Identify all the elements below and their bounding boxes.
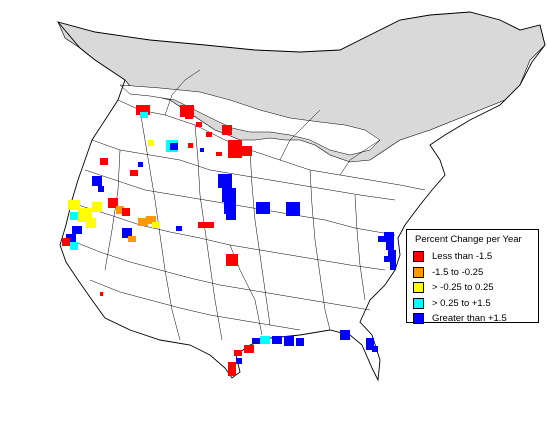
boundary-line: [354, 194, 366, 301]
trend-cell: [72, 226, 82, 234]
legend-item-greater-than-1-5: Greater than +1.5: [413, 311, 532, 327]
trend-cell: [256, 202, 270, 214]
trend-cell: [204, 222, 214, 228]
trend-cell: [122, 208, 130, 216]
trend-cells: [62, 105, 396, 376]
trend-cell: [366, 338, 374, 350]
trend-cell: [226, 212, 236, 220]
legend-label: Less than -1.5: [432, 251, 493, 263]
trend-cell: [70, 242, 78, 250]
trend-cell: [384, 256, 390, 262]
trend-cell: [200, 148, 204, 152]
trend-cell: [128, 236, 136, 242]
trend-cell: [138, 162, 143, 167]
legend-label: > 0.25 to +1.5: [432, 297, 491, 309]
legend-label: -1.5 to -0.25: [432, 266, 484, 278]
trend-cell: [222, 188, 236, 202]
trend-cell: [388, 250, 396, 260]
boundary-line: [279, 109, 321, 161]
trend-cell: [86, 218, 96, 228]
trend-cell: [66, 234, 76, 246]
trend-cell: [198, 222, 206, 228]
legend-item-0-25-to-1-5: > 0.25 to +1.5: [413, 296, 532, 312]
trend-cell: [70, 212, 78, 220]
trend-cell: [284, 336, 294, 346]
legend-item-less-than-minus-1-5: Less than -1.5: [413, 249, 532, 265]
trend-cell: [236, 358, 242, 364]
trend-cell: [98, 186, 104, 192]
trend-cell: [116, 206, 124, 214]
legend-swatch: [413, 313, 424, 325]
trend-cell: [138, 218, 148, 226]
trend-cell: [238, 146, 252, 156]
trend-cell: [222, 125, 232, 135]
boundary-line: [139, 109, 181, 341]
trend-cell: [206, 132, 212, 137]
legend-label: Greater than +1.5: [432, 313, 507, 325]
legend-item-minus-0-25-to-0-25: > -0.25 to 0.25: [413, 280, 532, 296]
trend-cell: [260, 336, 270, 344]
legend-swatch: [413, 282, 424, 294]
trend-cell: [146, 216, 156, 224]
trend-cell: [92, 176, 102, 186]
legend-item-minus-1-5-to-minus-0-25: -1.5 to -0.25: [413, 265, 532, 281]
trend-cell: [228, 362, 236, 376]
trend-cell: [140, 112, 148, 118]
legend-label: > -0.25 to 0.25: [432, 282, 494, 294]
trend-cell: [226, 254, 238, 266]
trend-cell: [176, 226, 182, 231]
trend-cell: [390, 260, 396, 270]
boundary-line: [117, 99, 426, 191]
boundary-line: [104, 149, 121, 271]
trend-cell: [152, 222, 160, 228]
trend-cell: [170, 143, 178, 150]
boundary-line: [194, 124, 223, 341]
boundary-line: [89, 279, 301, 331]
trend-cell: [185, 113, 193, 119]
trend-cell: [68, 200, 80, 210]
trend-cell: [234, 350, 242, 356]
trend-cell: [224, 200, 236, 214]
boundary-line: [91, 139, 396, 201]
boundary-line: [164, 69, 201, 116]
trend-cell: [218, 174, 232, 188]
trend-cell: [296, 338, 304, 346]
trend-cell: [62, 238, 70, 246]
trend-cell: [148, 140, 154, 146]
trend-cell: [216, 152, 222, 156]
boundary-line: [69, 239, 371, 311]
trend-cell: [286, 202, 300, 216]
trend-cell: [378, 236, 384, 242]
trend-cell: [130, 170, 138, 176]
trend-cell: [340, 330, 350, 340]
boundary-line: [339, 139, 381, 176]
trend-cell: [272, 336, 282, 344]
legend: Percent Change per Year Less than -1.5 -…: [406, 229, 539, 325]
trend-cell: [386, 242, 394, 250]
trend-cell: [372, 346, 378, 352]
trend-cell: [108, 198, 118, 208]
trend-cell: [252, 338, 260, 344]
trend-cell: [100, 292, 103, 296]
boundary-line: [309, 169, 331, 331]
legend-swatch: [413, 297, 424, 309]
legend-swatch: [413, 251, 424, 263]
trend-cell: [136, 105, 150, 115]
trend-cell: [92, 202, 102, 212]
legend-title: Percent Change per Year: [415, 234, 522, 245]
boundary-line: [84, 169, 396, 236]
boundary-line: [249, 149, 271, 326]
legend-swatch: [413, 266, 424, 278]
trend-cell: [122, 228, 132, 238]
trend-cell: [188, 143, 193, 148]
trend-cell: [100, 158, 108, 165]
trend-cell: [196, 122, 202, 127]
trend-cell: [384, 232, 394, 242]
trend-cell: [244, 345, 254, 353]
